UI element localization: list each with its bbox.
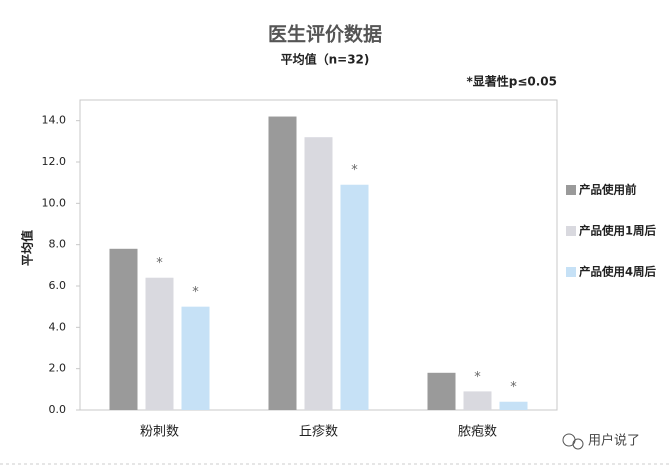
bar: [268, 116, 297, 411]
significance-mark: *: [156, 256, 163, 271]
y-tick-label: 14.0: [42, 114, 67, 127]
legend-swatch: [566, 185, 576, 195]
watermark: 用户说了: [588, 433, 640, 449]
legend-label: 产品使用4周后: [579, 265, 657, 279]
bar: [340, 184, 369, 410]
significance-mark: *: [474, 370, 481, 385]
bar: [145, 277, 174, 410]
annotation: *显著性p≤0.05: [466, 74, 557, 89]
legend-label: 产品使用1周后: [579, 224, 657, 238]
watermark-icon: [562, 433, 584, 450]
bar: [427, 372, 456, 410]
y-axis-label: 平均值: [20, 230, 35, 266]
significance-mark: *: [510, 380, 517, 395]
bar: [109, 248, 138, 410]
bar: [463, 391, 492, 410]
legend-swatch: [566, 267, 576, 277]
y-tick-label: 2.0: [49, 362, 67, 375]
x-tick-label: 脓疱数: [458, 424, 497, 440]
x-tick-label: 粉刺数: [140, 425, 179, 440]
legend-label: 产品使用前: [579, 183, 637, 197]
bar: [181, 306, 210, 410]
chart-title: 医生评价数据: [268, 23, 382, 46]
chart-subtitle: 平均值（n=32): [281, 52, 370, 67]
y-tick-label: 12.0: [42, 155, 67, 168]
bar: [304, 137, 333, 410]
y-tick-label: 8.0: [49, 238, 67, 251]
y-tick-label: 10.0: [42, 196, 67, 209]
bar: [499, 401, 528, 410]
y-tick-label: 4.0: [49, 320, 67, 333]
significance-mark: *: [351, 163, 358, 178]
x-tick-label: 丘疹数: [299, 424, 338, 440]
y-tick-label: 0.0: [49, 403, 67, 416]
legend-swatch: [566, 226, 576, 236]
y-tick-label: 6.0: [49, 279, 67, 292]
significance-mark: *: [192, 285, 199, 300]
